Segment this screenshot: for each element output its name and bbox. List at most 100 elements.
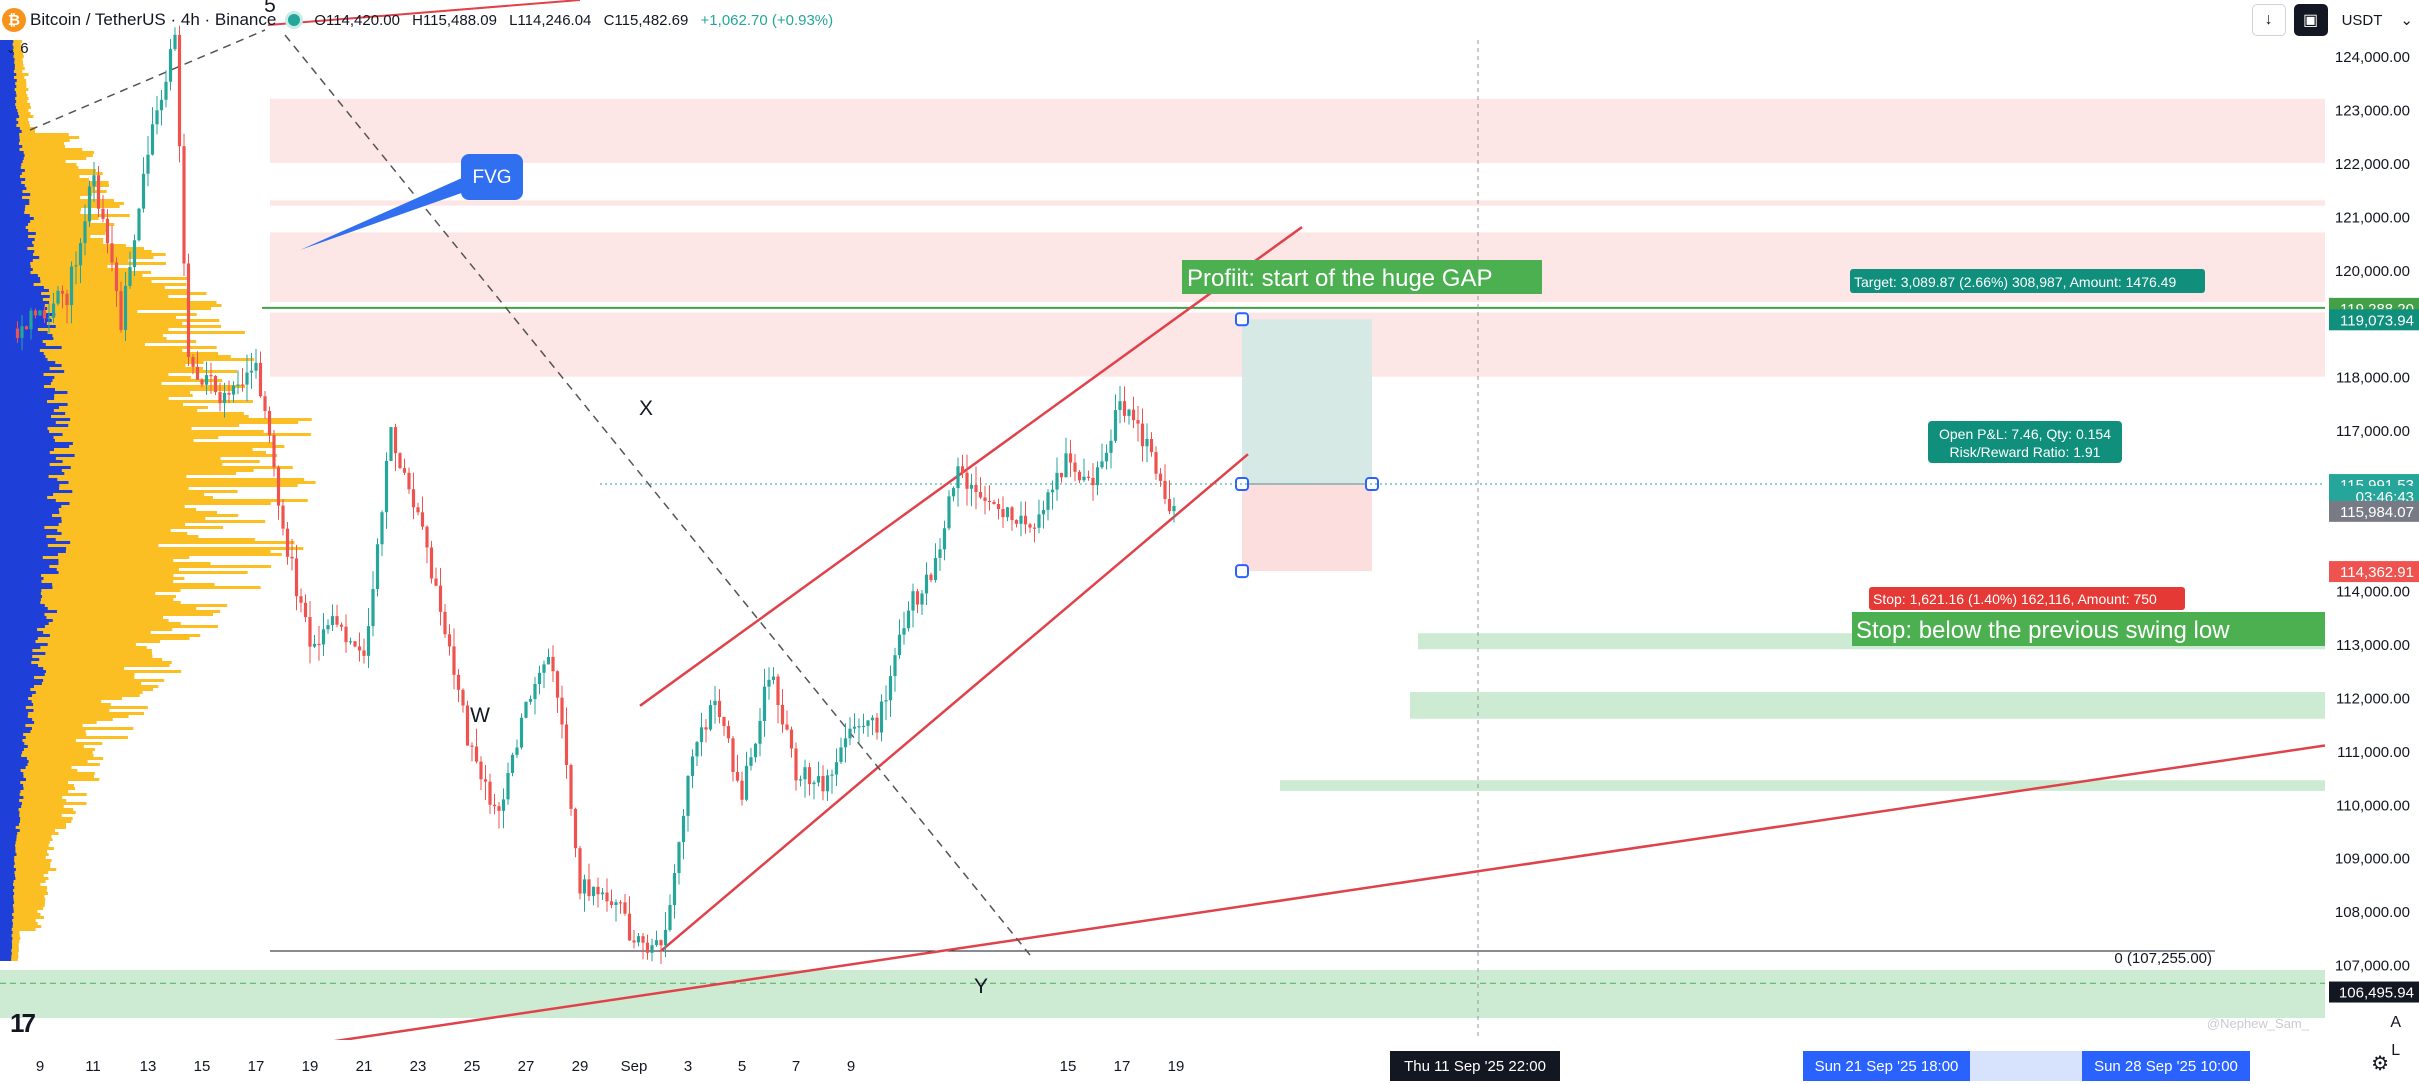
candle-body [317,643,321,646]
candle-body [276,467,281,506]
candle-body [929,574,933,581]
volume-bar-bid [0,949,12,952]
volume-bar-ask [0,724,83,727]
currency-select[interactable]: USDT [2341,11,2383,29]
volume-bar-bid [0,295,50,298]
position-handle[interactable] [1235,312,1249,327]
volume-bar-bid [0,790,21,793]
volume-bar-bid [0,94,17,97]
volume-bar-bid [0,940,12,943]
symbol-title[interactable]: Bitcoin / TetherUS · 4h · Binance [30,10,277,29]
volume-bar-bid [0,712,29,715]
volume-bar-bid [0,445,70,448]
price-badge [2329,500,2419,522]
time-badge [1390,1051,1560,1081]
time-tick: 23 [410,1058,427,1075]
change-value: +1,062.70 (+0.93%) [700,11,834,29]
volume-bar-bid [0,466,71,469]
candle-body [308,617,312,647]
time-badge [2082,1051,2250,1081]
volume-bar-bid [0,766,26,769]
candle-body [524,701,528,718]
candle-body [794,748,798,781]
volume-bar-ask [0,535,199,538]
candle-body [1005,507,1010,518]
demand-zone [1410,692,2325,719]
candle-body [812,782,816,785]
volume-bar-ask [0,490,238,493]
volume-bar-bid [0,289,49,292]
volume-bar-bid [0,607,48,610]
candle-body [294,558,299,597]
volume-bar-ask [0,247,145,250]
volume-bar-ask [0,286,165,289]
volume-bar-bid [0,244,34,247]
volume-bar-bid [0,760,29,763]
volume-bar-bid [0,469,62,472]
candle-body [1131,409,1136,421]
time-tick: 15 [194,1058,211,1075]
volume-bar-ask [0,325,222,328]
volume-bar-bid [0,232,36,235]
volume-bar-bid [0,55,14,58]
down-arrow-icon[interactable]: ↓ [2251,4,2286,36]
volume-bar-ask [0,901,45,904]
candle-body [321,629,326,645]
volume-bar-bid [0,49,13,52]
volume-bar-bid [0,454,75,457]
volume-bar-ask [0,190,107,193]
candle-body [897,634,902,656]
candle-body [1023,515,1028,525]
volume-bar-ask [0,145,66,148]
candle-body [893,655,897,677]
candle-body [677,842,681,874]
volume-bar-ask [0,160,66,163]
auto-scale-button[interactable]: A [2390,1014,2401,1031]
candle-body [411,489,416,508]
volume-bar-bid [0,874,15,877]
volume-bar-bid [0,367,50,370]
volume-bar-ask [0,463,223,466]
candle-body [1113,410,1118,441]
volume-bar-bid [0,61,15,64]
volume-bar-ask [0,142,65,145]
target-box [1242,319,1372,485]
tradingview-logo[interactable]: 17 [10,1008,36,1038]
chevron-down-icon[interactable]: ⌄ [2400,12,2413,29]
volume-bar-bid [0,778,26,781]
open-value: O114,420.00 [314,11,400,29]
volume-bar-ask [0,769,78,772]
candle-body [447,634,452,647]
volume-bar-bid [0,109,18,112]
volume-bar-bid [0,835,17,838]
volume-bar-ask [0,808,74,811]
chevron-down-icon[interactable]: ⌄ [6,42,17,56]
volume-bar-ask [0,307,212,310]
price-tick: 113,000.00 [2336,637,2410,654]
candle-body [146,154,150,174]
volume-bar-bid [0,811,20,814]
candle-body [722,717,726,727]
volume-bar-ask [0,397,169,400]
candle-body [200,379,204,385]
volume-bar-bid [0,319,52,322]
pnl-line-2: Risk/Reward Ratio: 1.91 [1950,444,2101,460]
screenshot-icon[interactable]: ▣ [2293,4,2328,36]
gear-icon[interactable]: ⚙ [2371,1053,2389,1075]
candle-body [344,626,348,643]
target-label: Target: 3,089.87 (2.66%) 308,987, Amount… [1854,274,2176,290]
candle-body [537,672,542,684]
market-open-icon [288,14,301,26]
volume-bar-ask [0,727,134,730]
log-scale-button[interactable]: L [2391,1042,2401,1059]
volume-bar-ask [0,511,217,514]
volume-bar-bid [0,754,22,757]
position-handle[interactable] [1235,564,1249,579]
volume-bar-ask [0,364,186,367]
indicators-toggle[interactable]: ⌄ 6 [6,40,29,57]
volume-bar-bid [0,508,59,511]
volume-bar-ask [0,244,126,247]
volume-bar-ask [0,199,115,202]
volume-bar-ask [0,658,163,661]
